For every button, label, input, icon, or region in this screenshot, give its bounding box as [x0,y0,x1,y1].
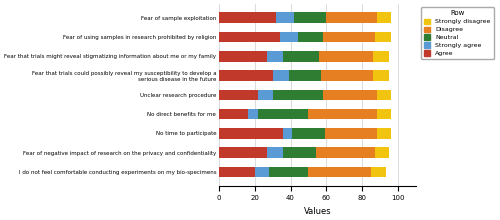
Bar [323,32,375,42]
Bar [248,109,258,119]
Bar [272,90,323,100]
Bar [276,12,294,23]
Bar [219,32,280,42]
Bar [269,167,308,177]
Bar [219,90,258,100]
Bar [258,109,308,119]
Bar [319,51,373,62]
Bar [219,70,272,81]
Bar [219,51,268,62]
Bar [268,51,283,62]
Bar [326,12,376,23]
Bar [219,12,276,23]
Bar [284,147,316,158]
Bar [298,32,323,42]
Bar [255,167,269,177]
Bar [280,32,298,42]
Bar [219,147,268,158]
Bar [289,70,321,81]
Bar [375,147,389,158]
Bar [284,51,319,62]
Bar [376,109,391,119]
Bar [371,167,386,177]
Legend: Strongly disagree, Disagree, Neutral, Strongly agree, Agree: Strongly disagree, Disagree, Neutral, St… [421,7,494,59]
Bar [294,12,326,23]
Bar [268,147,283,158]
Bar [376,12,391,23]
Bar [321,70,373,81]
Bar [376,90,391,100]
Bar [376,128,391,139]
Bar [324,128,376,139]
Bar [292,128,324,139]
Bar [373,51,389,62]
Bar [272,70,289,81]
X-axis label: Values: Values [304,207,332,216]
Bar [323,90,376,100]
Bar [219,167,255,177]
Bar [373,70,389,81]
Bar [219,128,284,139]
Bar [308,109,376,119]
Bar [284,128,292,139]
Bar [258,90,272,100]
Bar [375,32,391,42]
Bar [308,167,371,177]
Bar [219,109,248,119]
Bar [316,147,375,158]
